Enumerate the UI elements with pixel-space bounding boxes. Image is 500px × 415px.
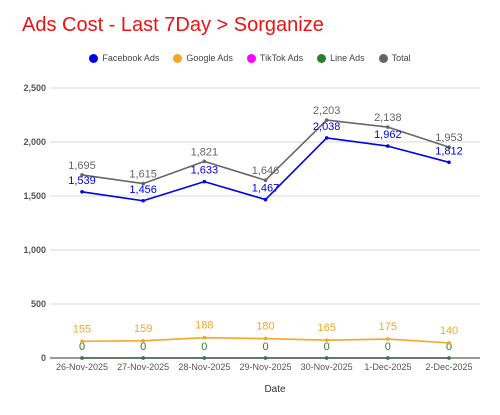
data-label-facebook-ads: 1,633 <box>191 165 219 177</box>
x-tick-label: 29-Nov-2025 <box>239 362 291 372</box>
data-label-line-ads: 0 <box>79 341 85 353</box>
data-label-facebook-ads: 1,456 <box>129 184 157 196</box>
data-point-total <box>386 125 390 129</box>
legend-item: Google Ads <box>173 53 233 63</box>
data-point-total <box>202 159 207 164</box>
legend-item: Total <box>378 53 411 63</box>
data-label-facebook-ads: 1,467 <box>252 183 280 195</box>
data-point-line-ads <box>447 356 451 360</box>
y-tick-label: 1,500 <box>23 191 46 201</box>
data-label-google-ads: 188 <box>195 320 213 332</box>
data-label-google-ads: 155 <box>73 323 91 335</box>
legend-swatch <box>378 53 388 63</box>
y-tick-label: 500 <box>31 299 46 309</box>
data-point-line-ads <box>80 356 84 360</box>
data-label-line-ads: 0 <box>262 341 268 353</box>
data-point-facebook-ads <box>141 198 145 203</box>
data-label-line-ads: 0 <box>201 341 207 353</box>
data-label-total: 1,615 <box>129 169 157 181</box>
y-tick-label: 2,500 <box>23 83 46 93</box>
data-point-google-ads <box>386 337 390 341</box>
legend-swatch <box>173 53 183 63</box>
data-label-total: 2,138 <box>374 112 402 124</box>
x-tick-label: 28-Nov-2025 <box>178 362 230 372</box>
y-tick-label: 1,000 <box>23 245 46 255</box>
x-tick-label: 2-Dec-2025 <box>425 362 472 372</box>
chart-legend: Facebook Ads Google Ads TikTok Ads Line Ads… <box>0 53 500 63</box>
x-tick-label: 27-Nov-2025 <box>117 362 169 372</box>
chart-title: Ads Cost - Last 7Day > Sorganize <box>22 14 324 36</box>
legend-item: Facebook Ads <box>89 53 159 63</box>
data-point-total <box>447 145 451 149</box>
data-label-line-ads: 0 <box>385 341 391 353</box>
data-point-facebook-ads <box>386 144 390 148</box>
data-label-google-ads: 159 <box>134 323 152 335</box>
legend-label: Total <box>391 53 411 63</box>
data-point-google-ads <box>263 336 268 341</box>
y-tick-label: 2,000 <box>23 137 46 147</box>
data-label-facebook-ads: 1,812 <box>435 145 463 157</box>
legend-swatch <box>89 53 99 63</box>
data-label-total: 1,646 <box>252 165 280 177</box>
data-point-google-ads <box>202 335 207 340</box>
data-point-facebook-ads <box>447 160 451 165</box>
data-point-line-ads <box>324 356 329 360</box>
data-label-line-ads: 0 <box>324 341 330 353</box>
data-point-line-ads <box>386 356 390 360</box>
x-tick-label: 1-Dec-2025 <box>364 362 411 372</box>
data-label-total: 1,953 <box>435 132 463 144</box>
data-label-google-ads: 180 <box>256 321 274 333</box>
data-label-line-ads: 0 <box>140 341 146 353</box>
data-label-facebook-ads: 1,962 <box>374 129 402 141</box>
legend-item: TikTok Ads <box>246 53 304 63</box>
x-axis-title: Date <box>264 384 286 395</box>
data-label-facebook-ads: 2,038 <box>313 121 341 133</box>
data-label-google-ads: 140 <box>440 325 458 337</box>
data-label-total: 1,821 <box>191 146 219 158</box>
data-point-line-ads <box>141 356 145 360</box>
data-point-line-ads <box>263 356 268 360</box>
data-point-facebook-ads <box>202 179 207 184</box>
legend-swatch <box>317 53 327 63</box>
legend-label: TikTok Ads <box>259 53 304 63</box>
data-label-facebook-ads: 1,539 <box>68 175 96 187</box>
x-tick-label: 30-Nov-2025 <box>301 362 353 372</box>
data-point-google-ads <box>447 341 451 345</box>
data-point-line-ads <box>202 356 207 360</box>
y-tick-label: 0 <box>41 353 46 363</box>
legend-swatch <box>246 53 256 63</box>
data-point-google-ads <box>80 339 84 344</box>
legend-label: Line Ads <box>330 53 365 63</box>
data-point-total <box>263 178 268 183</box>
data-label-total: 1,695 <box>68 160 96 172</box>
data-point-google-ads <box>141 339 145 343</box>
data-point-google-ads <box>324 338 329 342</box>
legend-item: Line Ads <box>317 53 365 63</box>
legend-label: Google Ads <box>186 53 233 63</box>
data-point-total <box>324 118 329 122</box>
data-label-google-ads: 175 <box>379 321 397 333</box>
data-point-total <box>80 173 84 177</box>
data-label-line-ads: 0 <box>446 341 452 353</box>
data-point-facebook-ads <box>80 189 84 194</box>
x-tick-label: 26-Nov-2025 <box>56 362 108 372</box>
data-point-facebook-ads <box>324 136 329 140</box>
data-point-total <box>141 181 145 186</box>
data-point-facebook-ads <box>263 197 268 202</box>
data-label-total: 2,203 <box>313 105 341 117</box>
legend-label: Facebook Ads <box>102 53 160 63</box>
data-label-google-ads: 165 <box>317 322 335 334</box>
